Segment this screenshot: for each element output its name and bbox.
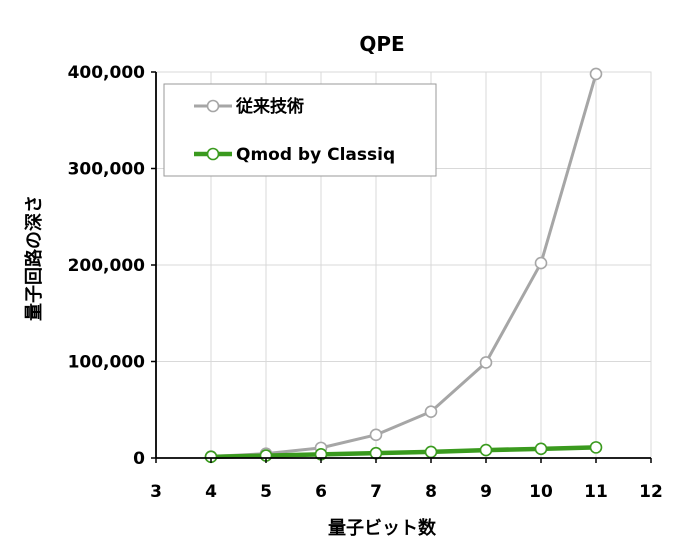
legend-label: Qmod by Classiq [236,145,395,165]
data-point [424,445,438,459]
x-tick-label: 3 [150,482,162,502]
data-point [589,67,603,81]
series-2 [204,441,603,464]
x-tick-label: 11 [584,482,608,502]
x-tick-label: 6 [315,482,327,502]
data-point [369,428,383,442]
y-tick-label: 0 [133,449,145,469]
chart-title: QPE [359,32,404,56]
y-axis-title: 量子回路の深さ [23,195,45,321]
legend-item: 従来技術 [194,96,304,117]
axes: 3 4 5 6 7 8 9 10 11 12 0 100,000 200,000 300,000 400,0… [68,63,663,502]
legend-box [163,83,437,177]
y-tick-label: 100,000 [68,353,146,373]
data-point [589,441,603,454]
x-tick-label: 9 [480,482,492,502]
series-line [210,445,597,460]
legend: 従来技術 Qmod by Classiq [163,83,437,177]
labels: QPE 量子ビット数 量子回路の深さ [23,32,437,539]
legend-label: 従来技術 [235,96,304,117]
x-tick-label: 12 [639,482,663,502]
y-tick-label: 200,000 [68,256,146,276]
data-point [424,405,438,418]
data-point [534,442,548,456]
series-line [210,73,598,459]
x-axis-title: 量子ビット数 [328,517,437,539]
y-tick-label: 400,000 [68,63,146,83]
legend-marker [206,99,220,113]
data-point [369,446,383,460]
x-tick-label: 4 [205,482,217,502]
data-point [534,256,548,270]
x-tick-label: 10 [529,482,553,502]
y-tick-label: 300,000 [68,160,146,180]
data-point [479,443,493,457]
x-tick-label: 8 [425,482,437,502]
legend-marker [206,147,220,161]
x-tick-label: 7 [370,482,382,502]
legend-item: Qmod by Classiq [194,145,395,165]
data-point [479,356,493,369]
x-tick-label: 5 [260,482,272,502]
